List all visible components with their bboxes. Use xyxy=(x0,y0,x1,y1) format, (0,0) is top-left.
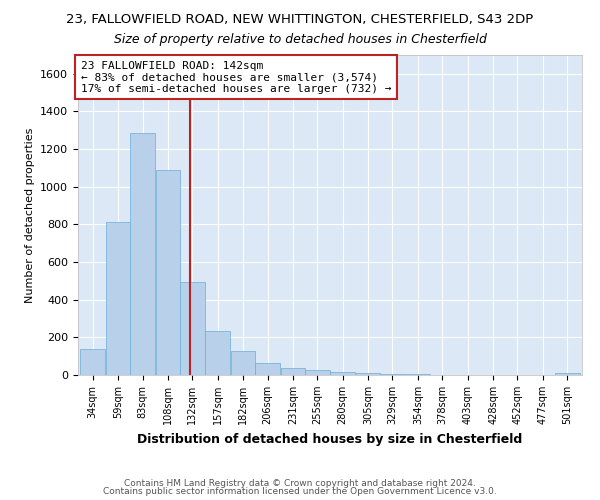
Text: 23 FALLOWFIELD ROAD: 142sqm
← 83% of detached houses are smaller (3,574)
17% of : 23 FALLOWFIELD ROAD: 142sqm ← 83% of det… xyxy=(81,60,392,94)
Bar xyxy=(80,348,105,375)
Text: Contains HM Land Registry data © Crown copyright and database right 2024.: Contains HM Land Registry data © Crown c… xyxy=(124,478,476,488)
Bar xyxy=(231,352,256,375)
Bar xyxy=(255,363,280,375)
Bar xyxy=(155,170,180,375)
Text: 23, FALLOWFIELD ROAD, NEW WHITTINGTON, CHESTERFIELD, S43 2DP: 23, FALLOWFIELD ROAD, NEW WHITTINGTON, C… xyxy=(67,12,533,26)
Bar xyxy=(281,368,305,375)
Bar xyxy=(205,331,230,375)
Bar xyxy=(356,373,380,375)
Bar xyxy=(555,373,580,375)
Bar xyxy=(380,374,405,375)
Bar xyxy=(106,222,130,375)
X-axis label: Distribution of detached houses by size in Chesterfield: Distribution of detached houses by size … xyxy=(137,432,523,446)
Bar xyxy=(130,133,155,375)
Bar xyxy=(406,374,430,375)
Bar xyxy=(180,282,205,375)
Bar xyxy=(331,372,355,375)
Text: Size of property relative to detached houses in Chesterfield: Size of property relative to detached ho… xyxy=(113,32,487,46)
Text: Contains public sector information licensed under the Open Government Licence v3: Contains public sector information licen… xyxy=(103,487,497,496)
Y-axis label: Number of detached properties: Number of detached properties xyxy=(25,128,35,302)
Bar xyxy=(305,370,329,375)
